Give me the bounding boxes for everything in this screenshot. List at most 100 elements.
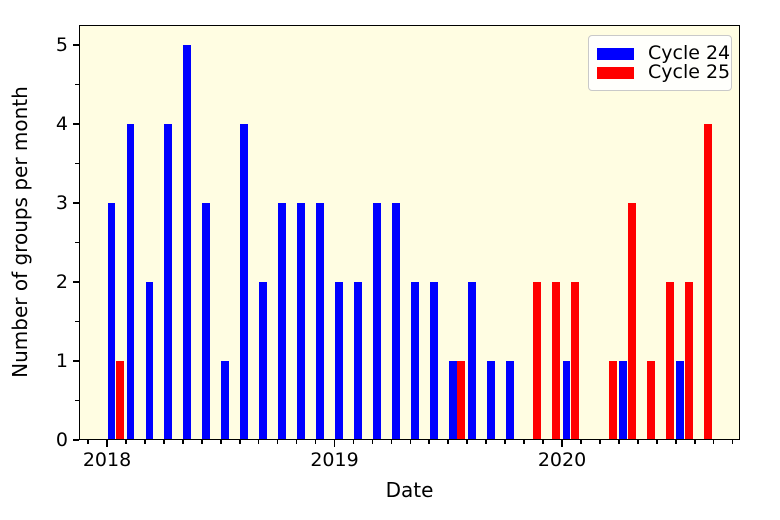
y-major-tick <box>72 123 79 125</box>
x-minor-tick <box>466 440 468 444</box>
legend: Cycle 24 Cycle 25 <box>588 35 732 91</box>
x-minor-tick <box>182 440 184 444</box>
y-minor-tick <box>75 399 79 402</box>
x-major-tick <box>333 440 336 447</box>
x-minor-tick <box>163 440 165 444</box>
x-minor-tick <box>87 440 89 444</box>
y-major-tick <box>72 202 79 204</box>
bar-cycle24-2019-01 <box>335 282 343 440</box>
bar-cycle24-2020-01 <box>562 361 571 440</box>
x-minor-tick <box>125 440 127 444</box>
bar-cycle24-2020-04 <box>619 361 628 440</box>
bar-cycle24-2018-02 <box>126 124 135 440</box>
bar-cycle24-2018-04 <box>164 124 173 440</box>
x-minor-tick <box>428 440 431 444</box>
x-axis-label: Date <box>385 478 434 502</box>
bar-cycle24-2018-05 <box>183 45 192 440</box>
x-minor-tick <box>599 440 601 444</box>
bar-cycle25-2018-01 <box>116 361 124 440</box>
bar-cycle24-2019-10 <box>505 361 514 440</box>
x-minor-tick <box>504 440 506 444</box>
bar-cycle25-2020-01 <box>571 282 579 440</box>
x-minor-tick <box>674 440 677 444</box>
bar-cycle25-2020-07 <box>684 282 693 440</box>
x-minor-tick <box>523 440 525 444</box>
bar-cycle24-2019-06 <box>429 282 438 440</box>
x-minor-tick <box>371 440 374 444</box>
bar-cycle24-2018-12 <box>316 203 324 440</box>
y-major-tick <box>72 439 79 441</box>
x-minor-tick <box>295 440 298 444</box>
bar-cycle24-2018-10 <box>278 203 287 440</box>
bar-cycle24-2019-04 <box>391 203 400 440</box>
legend-swatch-cycle-24 <box>597 47 634 60</box>
x-minor-tick <box>637 440 639 444</box>
x-minor-tick <box>257 440 260 444</box>
bar-cycle24-2018-01 <box>107 203 116 440</box>
y-major-tick <box>72 281 79 283</box>
legend-label-cycle-24: Cycle 24 <box>648 42 731 64</box>
bar-cycle24-2018-11 <box>297 203 305 440</box>
x-minor-tick <box>618 440 620 444</box>
x-minor-tick <box>352 440 355 444</box>
y-tick-label-4: 4 <box>55 113 68 135</box>
bar-cycle25-2020-04 <box>627 203 636 440</box>
x-minor-tick <box>409 440 412 444</box>
y-tick-label-1: 1 <box>55 350 68 372</box>
x-minor-tick <box>731 440 734 444</box>
y-tick-label-3: 3 <box>55 192 68 214</box>
bar-cycle24-2019-09 <box>486 361 495 440</box>
y-major-tick <box>72 44 79 46</box>
x-minor-tick <box>712 440 715 444</box>
x-major-tick <box>106 440 108 447</box>
bar-cycle25-2019-11 <box>533 282 541 440</box>
y-tick-label-2: 2 <box>55 271 68 293</box>
x-tick-label-2020: 2020 <box>537 449 587 471</box>
legend-item-cycle-24: Cycle 24 <box>597 44 730 63</box>
bar-cycle25-2020-03 <box>608 361 617 440</box>
x-minor-tick <box>542 440 544 444</box>
x-minor-tick <box>390 440 393 444</box>
x-minor-tick <box>144 440 146 444</box>
x-minor-tick <box>485 440 487 444</box>
x-minor-tick <box>693 440 696 444</box>
bar-cycle24-2019-05 <box>410 282 419 440</box>
bar-cycle24-2018-06 <box>202 203 211 440</box>
y-tick-label-0: 0 <box>55 429 68 451</box>
x-minor-tick <box>314 440 317 444</box>
bar-cycle25-2020-08 <box>703 124 712 440</box>
bar-cycle24-2019-07 <box>448 361 457 440</box>
x-minor-tick <box>276 440 279 444</box>
legend-swatch-cycle-25 <box>597 66 634 79</box>
x-minor-tick <box>580 440 582 444</box>
y-minor-tick <box>75 320 79 323</box>
legend-label-cycle-25: Cycle 25 <box>648 61 731 83</box>
x-minor-tick <box>219 440 222 444</box>
x-minor-tick <box>447 440 450 444</box>
bar-cycle25-2019-07 <box>457 361 466 440</box>
y-minor-tick <box>75 162 79 165</box>
bar-cycle24-2020-07 <box>676 361 685 440</box>
bar-cycle24-2019-03 <box>373 203 381 440</box>
bar-cycle24-2018-07 <box>221 361 230 440</box>
bar-cycle24-2018-08 <box>240 124 249 440</box>
x-tick-label-2019: 2019 <box>310 449 359 471</box>
x-minor-tick <box>655 440 658 444</box>
y-minor-tick <box>75 83 79 86</box>
bar-cycle25-2020-05 <box>646 361 655 440</box>
y-major-tick <box>72 360 79 362</box>
y-tick-label-5: 5 <box>55 34 68 56</box>
legend-item-cycle-25: Cycle 25 <box>597 63 730 82</box>
x-tick-label-2018: 2018 <box>82 449 132 471</box>
bar-cycle25-2020-06 <box>665 282 674 440</box>
x-major-tick <box>561 440 563 447</box>
bar-cycle25-2019-12 <box>552 282 560 440</box>
x-minor-tick <box>200 440 203 444</box>
x-minor-tick <box>238 440 241 444</box>
y-minor-tick <box>75 241 79 244</box>
bar-cycle24-2019-02 <box>354 282 362 440</box>
bar-cycle24-2018-09 <box>259 282 268 440</box>
bar-cycle24-2018-03 <box>145 282 154 440</box>
bar-cycle24-2019-08 <box>467 282 476 440</box>
